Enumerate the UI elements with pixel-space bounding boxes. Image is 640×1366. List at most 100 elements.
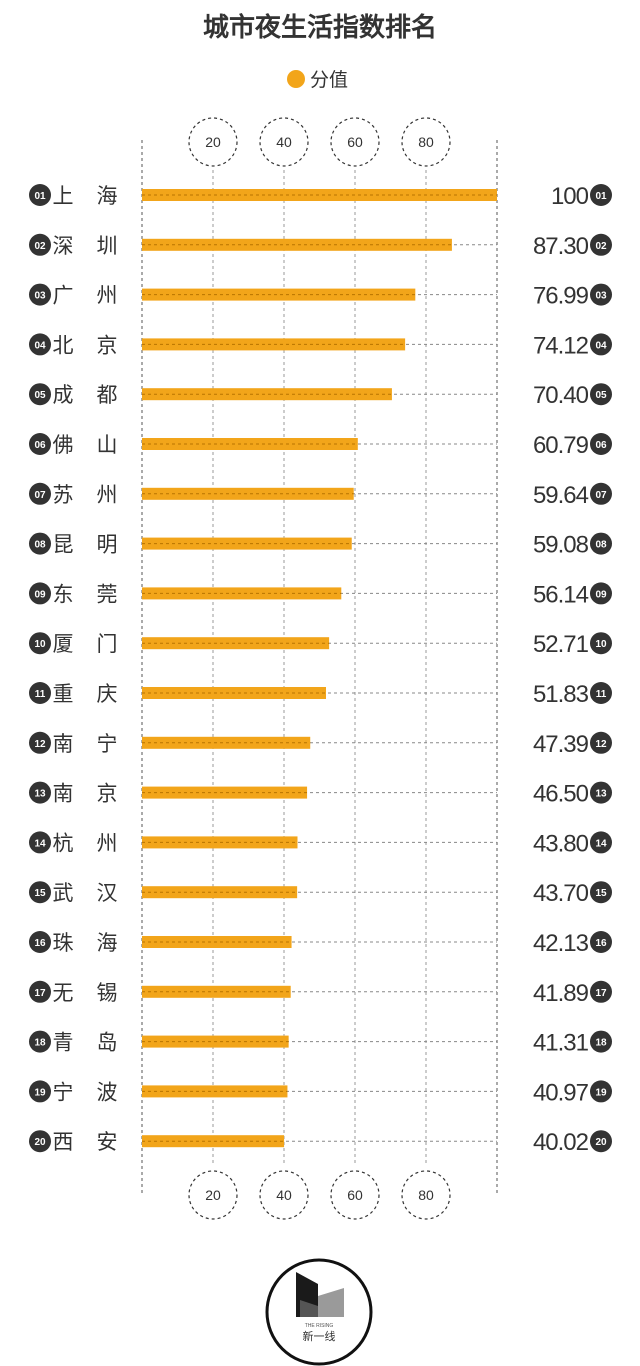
- city-char-1: 珠: [53, 932, 74, 955]
- rank-badge-left: [29, 233, 51, 256]
- rank-badge-right: [590, 931, 612, 953]
- bar-row-08: 08 昆明 59.08 08: [29, 532, 612, 559]
- rank-label-right: 06: [595, 440, 607, 451]
- rank-badge-left: [29, 433, 51, 455]
- rank-label-left: 14: [34, 838, 46, 849]
- rank-label-right: 14: [595, 838, 607, 849]
- rank-label-left: 19: [34, 1087, 46, 1098]
- rank-label-left: 11: [35, 689, 46, 700]
- tick-label-top-40: 40: [276, 134, 292, 150]
- city-char-1: 佛: [53, 434, 74, 457]
- value-label: 74.12: [533, 332, 589, 359]
- rank-label-right: 19: [595, 1087, 607, 1098]
- rank-badge-right: [590, 731, 612, 754]
- tick-label-top-20: 20: [205, 134, 221, 150]
- city-char-2: 宁: [97, 733, 118, 756]
- tick-circle-bottom-40: [259, 1170, 309, 1220]
- city-char-2: 汉: [97, 882, 118, 905]
- bar-row-07: 07 苏州 59.64 07: [29, 482, 612, 509]
- city-char-1: 深: [53, 235, 74, 258]
- rank-badge-right: [590, 582, 612, 605]
- value-label: 59.64: [533, 482, 589, 509]
- logo-caption: 新一线: [303, 1329, 336, 1343]
- rank-badge-right: [590, 433, 612, 455]
- city-char-1: 宁: [53, 1081, 74, 1104]
- city-char-1: 广: [53, 285, 74, 308]
- bar-row-20: 20 西安 40.02 20: [29, 1129, 612, 1156]
- rank-label-left: 18: [34, 1038, 46, 1049]
- rank-label-left: 17: [34, 988, 46, 999]
- bar: [142, 388, 392, 401]
- rank-badge-right: [590, 831, 612, 854]
- rank-badge-right: [590, 184, 612, 206]
- bar-row-02: 02 深圳 87.30 02: [29, 233, 612, 260]
- value-label: 46.50: [533, 781, 589, 808]
- value-label: 41.31: [533, 1030, 589, 1057]
- bar-row-12: 12 南宁 47.39 12: [29, 731, 612, 758]
- bar: [142, 886, 298, 899]
- rank-label-right: 18: [595, 1038, 607, 1049]
- rank-badge-right: [590, 682, 612, 704]
- rank-badge-right: [590, 482, 612, 505]
- value-label: 59.08: [533, 532, 589, 559]
- rank-label-right: 10: [595, 639, 607, 650]
- tick-label-bottom-20: 20: [205, 1187, 221, 1203]
- tick-circle-top-60: [330, 117, 380, 167]
- rank-badge-left: [29, 1130, 51, 1153]
- rank-label-right: 05: [595, 390, 607, 401]
- city-char-1: 上: [53, 185, 74, 208]
- value-label: 40.97: [533, 1079, 589, 1106]
- value-label: 70.40: [533, 382, 589, 409]
- rank-badge-left: [29, 632, 51, 655]
- logo: THE RISING 新一线: [265, 1258, 373, 1366]
- bar: [142, 487, 354, 500]
- bar-row-15: 15 武汉 43.70 15: [29, 880, 612, 907]
- value-label: 76.99: [533, 283, 589, 310]
- logo-mark-icon: [296, 1272, 344, 1317]
- value-label: 87.30: [533, 233, 589, 260]
- bar-row-14: 14 杭州 43.80 14: [29, 830, 612, 857]
- city-char-2: 京: [97, 783, 118, 806]
- city-char-1: 昆: [53, 534, 74, 557]
- city-char-2: 山: [97, 434, 118, 457]
- city-char-1: 北: [53, 334, 74, 357]
- bar-row-09: 09 东莞 56.14 09: [29, 581, 612, 608]
- city-char-2: 庆: [97, 683, 118, 706]
- tick-circle-top-20: [188, 117, 238, 167]
- rank-label-right: 13: [595, 789, 607, 800]
- bar-row-11: 11 重庆 51.83 11: [29, 681, 612, 708]
- city-char-1: 西: [53, 1131, 74, 1154]
- rank-label-left: 07: [34, 490, 46, 501]
- city-char-2: 锡: [97, 982, 118, 1005]
- rank-label-right: 01: [595, 191, 607, 202]
- city-char-2: 海: [97, 932, 118, 955]
- rank-label-left: 02: [34, 241, 46, 252]
- rank-label-left: 04: [34, 340, 46, 351]
- rank-badge-left: [29, 1080, 51, 1103]
- rank-badge-right: [590, 881, 612, 904]
- rank-label-right: 15: [595, 888, 607, 899]
- rank-badge-left: [29, 980, 51, 1003]
- rank-badge-right: [590, 283, 612, 306]
- bar: [142, 587, 342, 600]
- bar-row-01: 01 上海 100 01: [29, 183, 612, 210]
- tick-circle-bottom-60: [330, 1170, 380, 1220]
- rank-badge-left: [29, 682, 51, 704]
- rank-label-right: 02: [595, 241, 607, 252]
- rank-label-left: 20: [34, 1137, 46, 1148]
- rank-badge-right: [590, 383, 612, 406]
- value-label: 47.39: [533, 731, 589, 758]
- rank-label-right: 11: [596, 689, 607, 700]
- city-char-2: 圳: [97, 235, 118, 258]
- city-char-1: 武: [53, 882, 74, 905]
- city-char-1: 苏: [53, 484, 74, 507]
- bar-row-03: 03 广州 76.99 03: [29, 283, 612, 310]
- rank-label-left: 06: [34, 440, 46, 451]
- value-label: 40.02: [533, 1129, 589, 1156]
- rank-badge-left: [29, 731, 51, 754]
- city-char-2: 海: [97, 185, 118, 208]
- bar-row-06: 06 佛山 60.79 06: [29, 432, 612, 459]
- rank-badge-right: [590, 333, 612, 356]
- rank-label-left: 09: [34, 589, 46, 600]
- bar-row-04: 04 北京 74.12 04: [29, 332, 612, 359]
